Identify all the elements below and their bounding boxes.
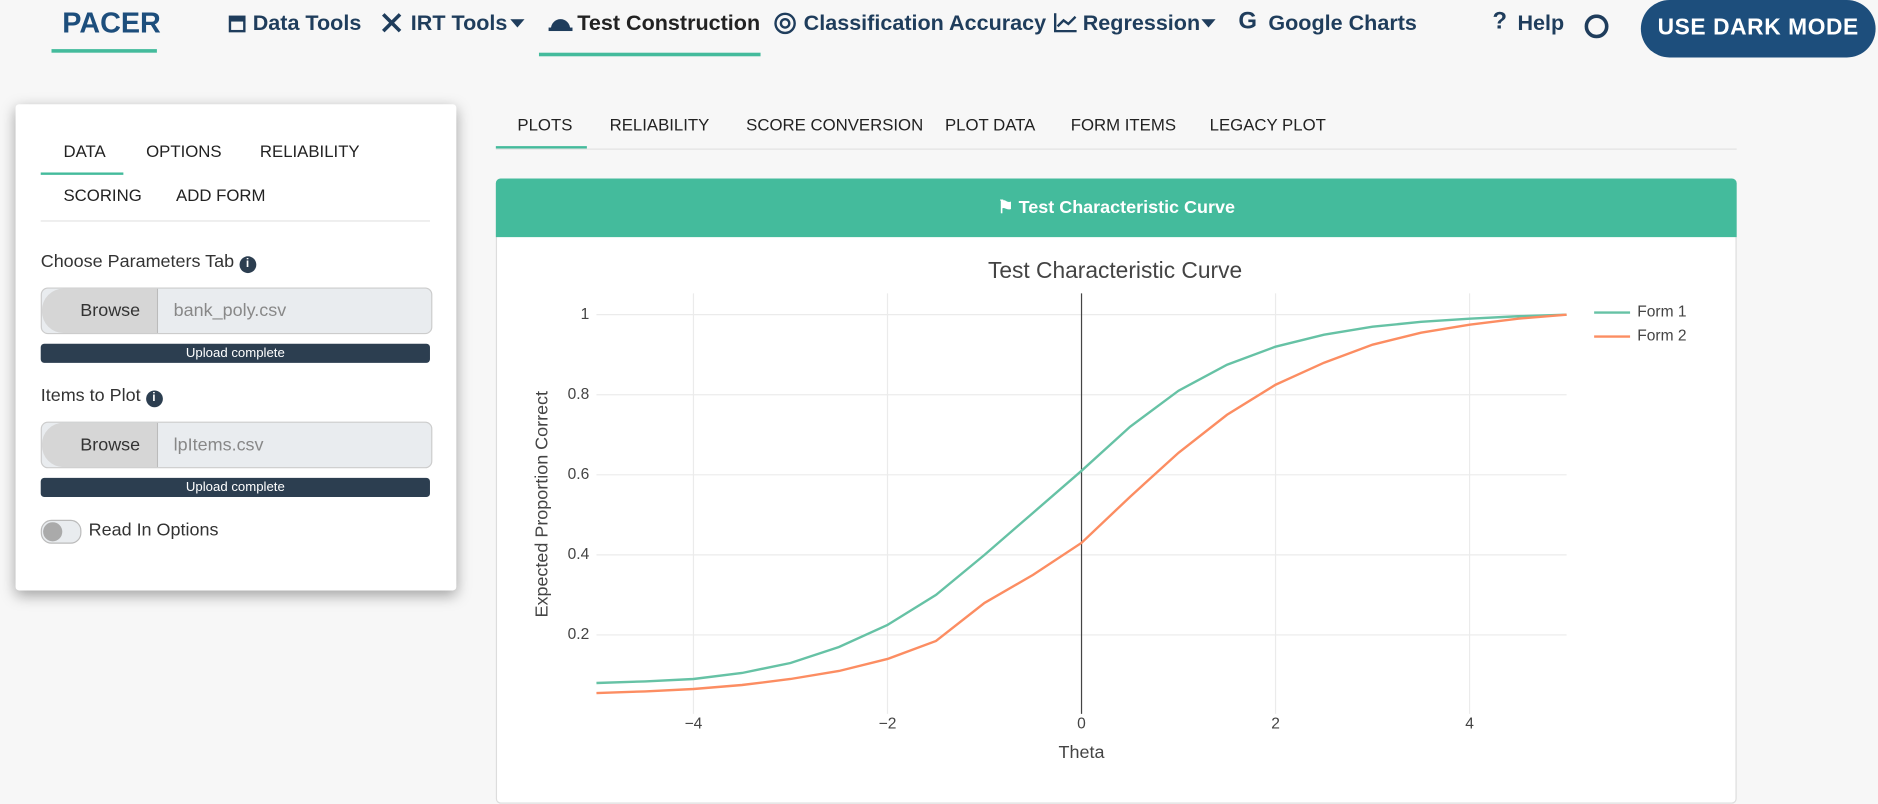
info-icon[interactable]: i [145,390,163,408]
nav-item[interactable]: Help [1517,10,1565,35]
nav-item-active[interactable]: Test Construction [577,10,761,35]
chart-title: Test Characteristic Curve [988,257,1242,283]
main-tab[interactable]: SCORE CONVERSION [746,114,924,135]
divider [495,148,1737,150]
label-text: Choose Parameters Tab [40,251,235,272]
x-tick-label: 4 [1465,716,1474,733]
field-label: Choose Parameters Tab i [41,252,256,274]
target-icon [774,12,796,35]
tools-icon [381,13,402,33]
caret [1201,19,1216,28]
brand[interactable]: PACER [62,7,161,40]
sidebar-tab[interactable]: RELIABILITY [259,141,360,161]
help-icon: ? [1492,8,1507,35]
y-tick-label: 0.8 [568,386,590,403]
x-tick-label: −2 [879,716,897,733]
y-axis-title: Expected Proportion Correct [531,391,551,618]
plot-card [495,178,1737,804]
main-tab[interactable]: PLOTS [517,114,573,135]
info-icon[interactable]: i [239,256,256,274]
toggle[interactable] [40,519,82,544]
brand-underline [51,49,157,53]
y-tick-label: 1 [581,306,590,323]
series-line [596,313,1567,685]
nav-item[interactable]: Google Charts [1268,10,1417,35]
file-name: lpItems.csv [173,434,264,456]
tab-underline [40,172,124,175]
divider [40,220,430,222]
chart-icon [1053,13,1077,33]
file-name: bank_poly.csv [173,300,287,321]
nav-item[interactable]: IRT Tools [410,10,508,35]
flag-icon: ⚑ [997,197,1014,218]
y-tick-label: 0.6 [568,466,590,483]
tab-underline [495,146,587,149]
legend-label: Form 1 [1637,304,1686,321]
nav-item[interactable]: Classification Accuracy [803,10,1047,35]
browse-button[interactable]: Browse [41,288,159,333]
progress-bar: Upload complete [40,477,430,498]
x-tick-label: −4 [685,716,703,733]
file-input[interactable]: Browse lpItems.csv [40,421,433,469]
nav-underline [538,52,761,57]
label-text: Items to Plot [40,385,141,407]
field-label: Items to Plot i [41,386,163,408]
dark-mode-button[interactable]: USE DARK MODE [1640,0,1876,58]
nav-item[interactable]: Data Tools [252,10,362,35]
toggle-knob [43,522,63,542]
github-icon[interactable] [1584,14,1609,39]
y-tick-label: 0.2 [568,626,590,643]
series-line [596,313,1567,695]
sidebar-tab[interactable]: SCORING [63,185,142,205]
x-tick-label: 0 [1077,716,1086,733]
progress-bar: Upload complete [40,343,430,363]
main-tab[interactable]: PLOT DATA [944,114,1036,135]
file-input[interactable]: Browse bank_poly.csv [40,287,433,335]
sidebar-tab[interactable]: ADD FORM [176,185,266,205]
main-tab[interactable]: LEGACY PLOT [1209,114,1326,135]
main-tab[interactable]: RELIABILITY [609,114,710,135]
calendar-icon [228,15,246,33]
sidebar-tab[interactable]: OPTIONS [146,141,222,161]
google-icon: G [1238,8,1258,35]
card-title: Test Characteristic Curve [1018,197,1235,218]
legend-label: Form 2 [1637,328,1686,345]
browse-button[interactable]: Browse [41,422,159,468]
y-tick-label: 0.4 [568,546,590,563]
nav-item[interactable]: Regression [1082,10,1201,35]
x-axis-title: Theta [1059,742,1105,762]
x-tick-label: 2 [1271,716,1280,733]
caret [510,19,525,28]
toggle-label: Read In Options [88,519,219,541]
card-header: ⚑ Test Characteristic Curve [495,178,1737,238]
main-tab[interactable]: FORM ITEMS [1070,114,1177,135]
sidebar-tab[interactable]: DATA [63,141,106,161]
hardhat-icon [548,19,573,32]
